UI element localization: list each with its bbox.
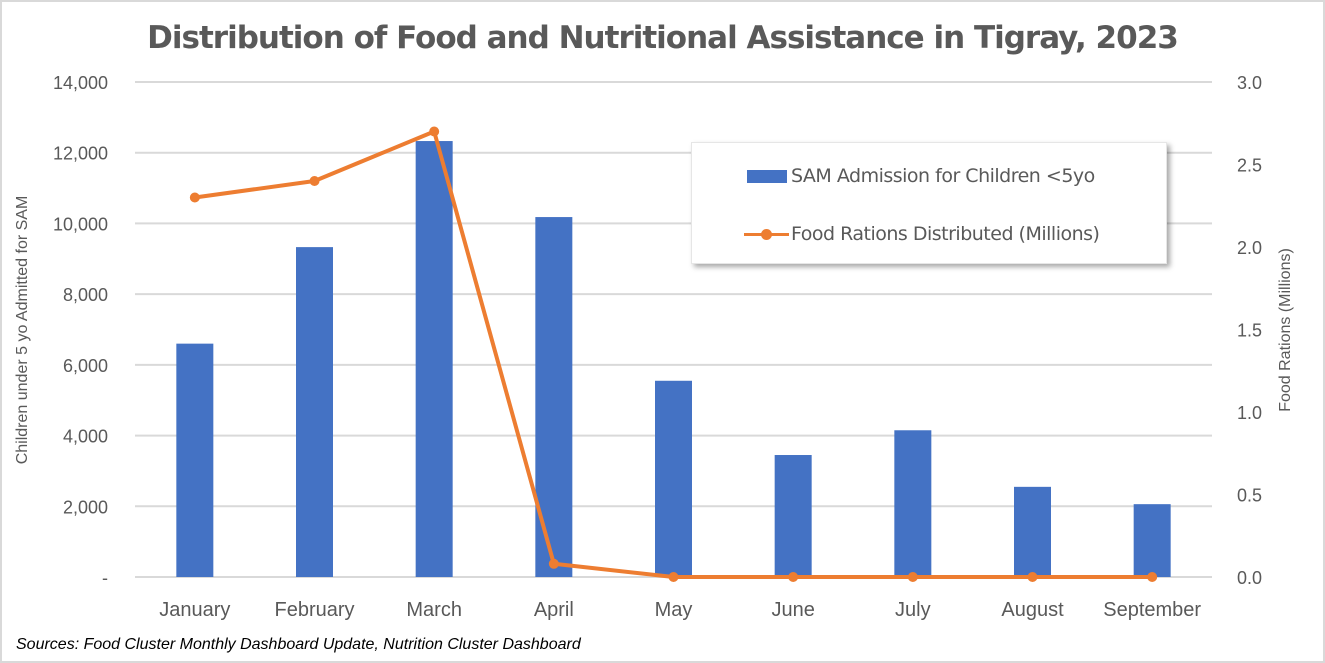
left-tick-label: 10,000 xyxy=(53,214,108,234)
legend-item-line: Food Rations Distributed (Millions) xyxy=(692,223,1100,245)
x-tick-label: July xyxy=(895,599,931,621)
x-axis-labels: January February March April May June July Augu… xyxy=(159,599,1201,621)
left-tick-label: 14,000 xyxy=(53,73,108,93)
bar xyxy=(1133,504,1171,577)
right-tick-label: 2.0 xyxy=(1237,238,1262,258)
legend-item-bar: SAM Admission for Children <5yo xyxy=(692,165,1095,187)
x-tick-label: April xyxy=(534,599,574,621)
bar xyxy=(894,430,932,577)
right-tick-label: 0.0 xyxy=(1237,568,1262,588)
right-tick-label: 1.0 xyxy=(1237,403,1262,423)
line-point xyxy=(309,176,320,186)
bar xyxy=(176,343,214,577)
left-tick-label: 4,000 xyxy=(63,427,108,447)
right-axis-ticks: 0.0 0.5 1.0 1.5 2.0 2.5 3.0 xyxy=(1237,73,1262,588)
left-tick-label: 12,000 xyxy=(53,144,108,164)
legend-line-swatch xyxy=(744,228,789,241)
bar xyxy=(415,141,453,577)
line-point xyxy=(1027,572,1038,582)
line-series xyxy=(189,126,1158,582)
x-tick-label: September xyxy=(1103,599,1201,621)
x-tick-label: February xyxy=(274,599,354,621)
x-tick-label: May xyxy=(655,599,693,621)
left-tick-label: - xyxy=(102,568,108,588)
bar xyxy=(774,455,812,577)
line-point xyxy=(907,572,918,582)
legend-bar-label: SAM Admission for Children <5yo xyxy=(791,165,1095,187)
line-point xyxy=(788,572,799,582)
right-tick-label: 0.5 xyxy=(1237,486,1262,506)
chart-title: Distribution of Food and Nutritional Ass… xyxy=(147,20,1179,56)
bar xyxy=(296,247,333,577)
line-point xyxy=(1147,572,1158,582)
left-axis-title: Children under 5 yo Admitted for SAM xyxy=(14,196,31,465)
left-axis-ticks: - 2,000 4,000 6,000 8,000 10,000 12,000 14,000 xyxy=(53,73,108,588)
left-tick-label: 2,000 xyxy=(63,497,108,517)
right-tick-label: 2.5 xyxy=(1237,156,1262,176)
line-point xyxy=(548,558,559,569)
line-point xyxy=(429,126,440,137)
legend-bar-swatch xyxy=(747,169,787,183)
line-point xyxy=(189,192,200,203)
right-tick-label: 3.0 xyxy=(1237,73,1262,93)
line-point xyxy=(668,572,679,582)
bar xyxy=(655,380,692,577)
bar-series xyxy=(176,141,1171,578)
x-tick-label: January xyxy=(159,599,230,621)
legend: SAM Admission for Children <5yo Food Rat… xyxy=(691,142,1167,264)
left-tick-label: 8,000 xyxy=(63,285,108,305)
legend-line-label: Food Rations Distributed (Millions) xyxy=(791,223,1100,245)
right-tick-label: 1.5 xyxy=(1237,321,1262,341)
left-tick-label: 6,000 xyxy=(63,356,108,376)
bar xyxy=(1014,486,1051,577)
right-axis-title: Food Rations (Millions) xyxy=(1277,248,1294,412)
source-note: Sources: Food Cluster Monthly Dashboard … xyxy=(16,636,581,653)
x-tick-label: June xyxy=(771,599,814,621)
x-tick-label: March xyxy=(406,599,462,621)
x-tick-label: August xyxy=(1001,599,1064,621)
